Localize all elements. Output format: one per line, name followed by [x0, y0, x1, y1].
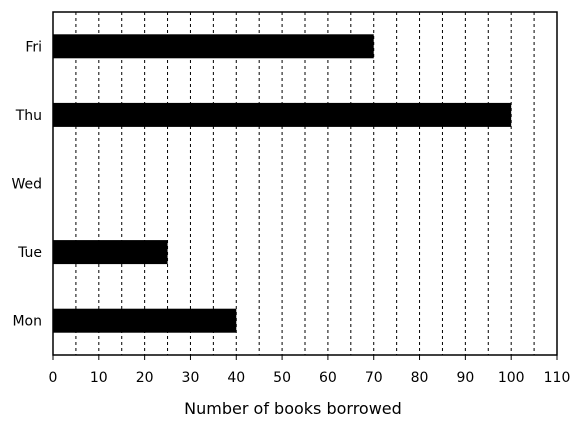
x-tick-label: 10	[90, 370, 108, 386]
x-tick-label: 70	[365, 370, 383, 386]
y-tick-label-mon: Mon	[12, 314, 42, 330]
x-tick-label: 90	[456, 370, 474, 386]
y-tick-label-wed: Wed	[11, 177, 42, 193]
x-tick-label: 80	[411, 370, 429, 386]
x-axis-tick-labels: 0 10 20 30 40 50 60 70 80 90 100 110	[49, 355, 571, 386]
x-tick-label: 100	[498, 370, 525, 386]
x-tick-label: 40	[227, 370, 245, 386]
bar-mon	[53, 308, 237, 333]
x-tick-label: 0	[49, 370, 58, 386]
x-tick-label: 50	[273, 370, 291, 386]
bar-fri	[53, 34, 374, 59]
bars	[53, 34, 512, 333]
grid-lines	[75, 12, 535, 355]
plot-area-frame	[52, 11, 558, 356]
x-tick-label: 110	[544, 370, 571, 386]
y-tick-label-thu: Thu	[15, 108, 42, 124]
x-axis-title: Number of books borrowed	[184, 399, 402, 418]
x-tick-label: 60	[319, 370, 337, 386]
bar-tue	[53, 240, 168, 265]
bar-thu	[53, 102, 512, 127]
x-tick-label: 30	[182, 370, 200, 386]
x-tick-label: 20	[136, 370, 154, 386]
y-tick-label-tue: Tue	[17, 245, 42, 261]
y-axis-tick-labels: Mon Tue Wed Thu Fri	[11, 39, 42, 329]
y-tick-label-fri: Fri	[25, 39, 42, 55]
